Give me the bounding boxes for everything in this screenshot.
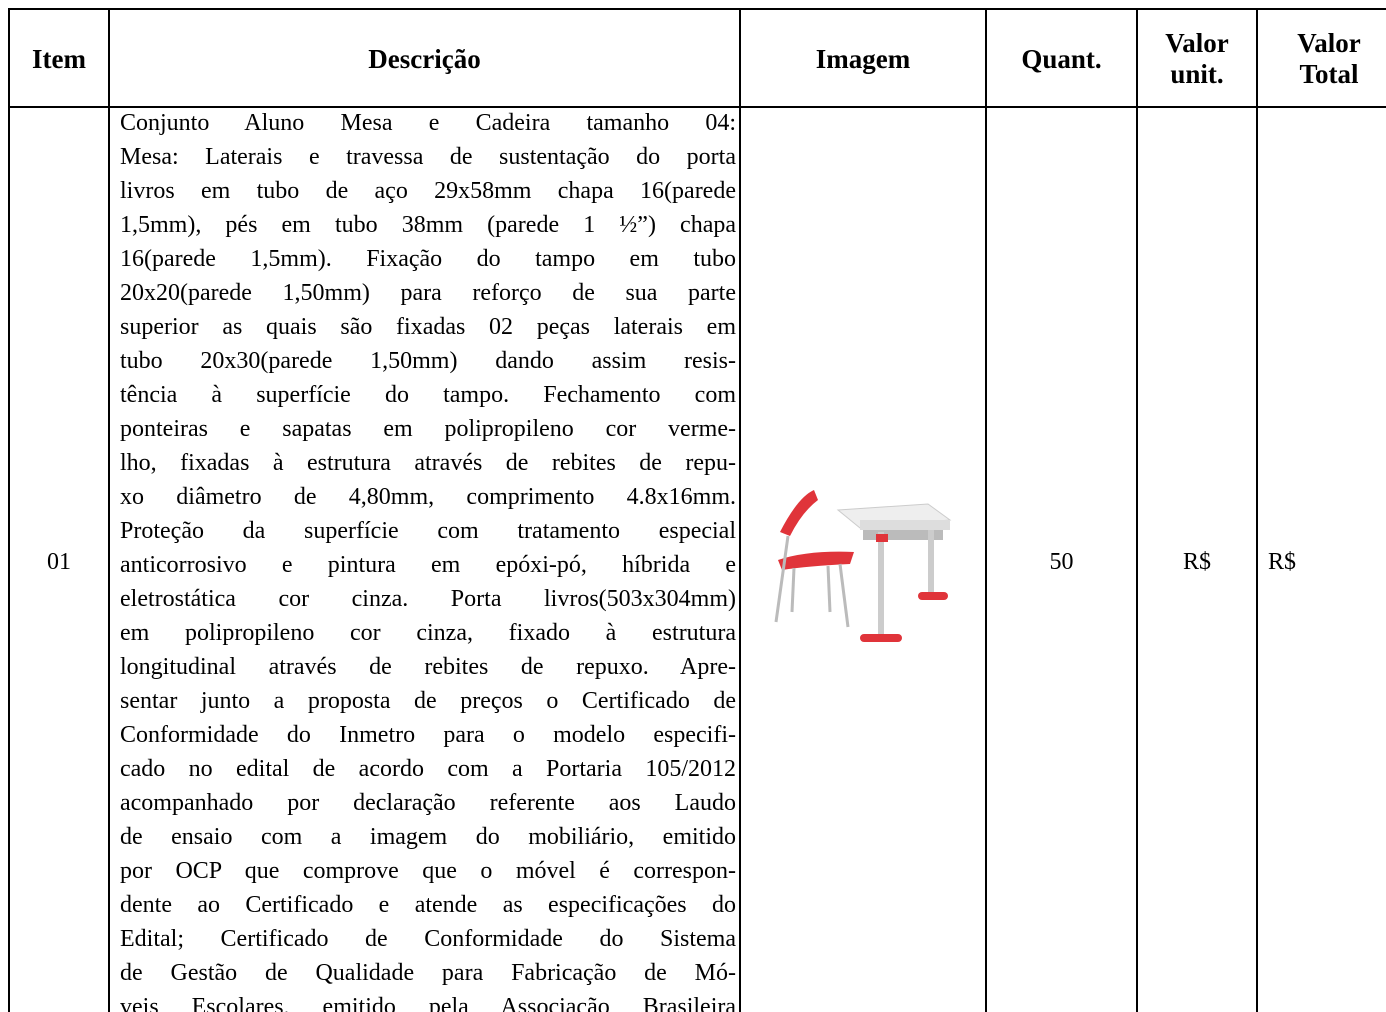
- header-description: Descrição: [108, 8, 739, 108]
- description-cell: [108, 106, 739, 1012]
- cell-text: Item: [32, 43, 86, 74]
- description-line: tubo 20x30(parede 1,50mm) dando assim re…: [120, 348, 736, 374]
- cell-text: 01: [47, 548, 71, 575]
- description-line: Edital; Certificado de Conformidade do S…: [120, 926, 736, 952]
- description-line: sentar junto a proposta de preços o Cert…: [120, 688, 736, 714]
- cell-text: Quant.: [1021, 43, 1102, 74]
- cell-text: Descrição: [368, 43, 481, 74]
- cell-text: R$: [1268, 548, 1297, 575]
- unit-value-cell: R$: [1136, 106, 1256, 1012]
- header-image: Imagem: [739, 8, 985, 108]
- description-line: superior as quais são fixadas 02 peças l…: [120, 314, 736, 340]
- description-line: de ensaio com a imagem do mobiliário, em…: [120, 824, 736, 850]
- description-line: anticorrosivo e pintura em epóxi-pó, híb…: [120, 552, 736, 578]
- description-line: acompanhado por declaração referente aos…: [120, 790, 736, 816]
- cell-text: Valor unit.: [1165, 28, 1229, 89]
- cell-text: R$: [1182, 548, 1211, 575]
- description-line: lho, fixadas à estrutura através de rebi…: [120, 450, 736, 476]
- description-line: Mesa: Laterais e travessa de sustentação…: [120, 144, 736, 170]
- description-line: 16(parede 1,5mm). Fixação do tampo em tu…: [120, 246, 736, 272]
- cell-text: Valor Total: [1297, 28, 1361, 89]
- description-line: 1,5mm), pés em tubo 38mm (parede 1 ½”) c…: [120, 212, 736, 238]
- header-total-value: Valor Total: [1256, 8, 1386, 108]
- product-image: [774, 490, 952, 642]
- description-line: livros em tubo de aço 29x58mm chapa 16(p…: [120, 178, 736, 204]
- cell-text: Imagem: [815, 43, 911, 74]
- description-line: dente ao Certificado e atende as especif…: [120, 892, 736, 918]
- header-quantity: Quant.: [985, 8, 1136, 108]
- description-line: cado no edital de acordo com a Portaria …: [120, 756, 736, 782]
- cell-text: 50: [1049, 548, 1074, 575]
- quantity-cell: 50: [985, 106, 1136, 1012]
- description-line: eletrostática cor cinza. Porta livros(50…: [120, 586, 736, 612]
- description-line: xo diâmetro de 4,80mm, comprimento 4.8x1…: [120, 484, 736, 510]
- total-value-cell: R$: [1256, 106, 1386, 1012]
- description-text: Conjunto Aluno Mesa e Cadeira tamanho 04…: [120, 106, 736, 1012]
- description-line: longitudinal através de rebites de repux…: [120, 654, 736, 680]
- description-line: tência à superfície do tampo. Fechamento…: [120, 382, 736, 408]
- description-line: Conjunto Aluno Mesa e Cadeira tamanho 04…: [120, 110, 736, 136]
- description-line: de Gestão de Qualidade para Fabricação d…: [120, 960, 736, 986]
- description-line: veis Escolares, emitido pela Associação …: [120, 994, 736, 1012]
- header-item: Item: [8, 8, 108, 108]
- description-line: ponteiras e sapatas em polipropileno cor…: [120, 416, 736, 442]
- description-line: Proteção da superfície com tratamento es…: [120, 518, 736, 544]
- image-cell: [739, 106, 985, 1012]
- description-line: Conformidade do Inmetro para o modelo es…: [120, 722, 736, 748]
- item-cell: 01: [8, 106, 108, 1012]
- description-line: por OCP que comprove que o móvel é corre…: [120, 858, 736, 884]
- description-line: em polipropileno cor cinza, fixado à est…: [120, 620, 736, 646]
- header-unit-value: Valor unit.: [1136, 8, 1256, 108]
- description-line: 20x20(parede 1,50mm) para reforço de sua…: [120, 280, 736, 306]
